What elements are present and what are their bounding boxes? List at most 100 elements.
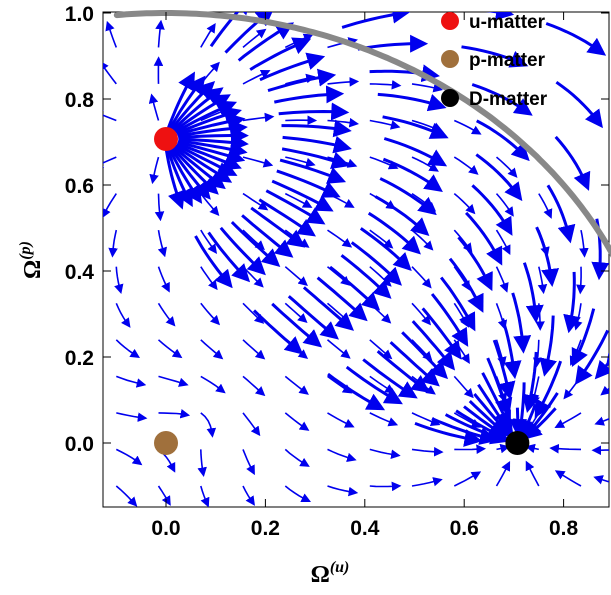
stream-line — [411, 446, 444, 457]
stream-line — [148, 93, 160, 121]
y-tick-label: 0.8 — [65, 89, 95, 112]
stream-line — [369, 448, 401, 459]
stream-line — [369, 229, 394, 249]
stream-line — [327, 77, 360, 87]
stream-line — [362, 358, 418, 399]
x-tick-label: 0.6 — [450, 517, 479, 540]
stream-line — [103, 156, 117, 168]
stream-line — [242, 156, 274, 168]
stream-line — [200, 107, 230, 122]
stream-line — [168, 75, 206, 130]
stream-line — [242, 449, 255, 476]
stream-line — [284, 339, 309, 360]
stream-line — [200, 412, 217, 438]
stream-line — [284, 448, 310, 467]
x-tick-label: 0.2 — [251, 517, 280, 540]
stream-line — [250, 206, 306, 248]
stream-line — [302, 286, 354, 331]
y-tick-labels: 0.0 0.2 0.4 0.6 0.8 1.0 — [65, 3, 95, 456]
stream-line — [242, 112, 275, 123]
stream-line — [431, 417, 498, 445]
stream-line — [219, 226, 266, 276]
stream-line — [279, 158, 347, 184]
stream-line — [534, 360, 563, 419]
stream-line — [471, 184, 513, 236]
stream-line — [563, 271, 581, 334]
stream-line — [284, 485, 312, 503]
stream-line — [465, 211, 503, 266]
fixed-point-p-matter — [154, 431, 178, 455]
stream-line — [327, 412, 355, 428]
y-tick-label: 0.4 — [65, 261, 95, 284]
stream-line — [495, 339, 507, 367]
stream-line — [475, 153, 523, 202]
stream-line — [495, 412, 513, 437]
stream-line — [530, 376, 540, 404]
stream-line — [258, 198, 316, 237]
stream-line — [411, 156, 439, 172]
stream-line — [532, 339, 543, 368]
stream-line — [115, 485, 138, 507]
y-axis-label-base: Ω — [20, 260, 46, 279]
stream-line — [242, 412, 261, 437]
stream-line — [242, 485, 255, 506]
plot-frame — [102, 11, 610, 508]
stream-line — [327, 117, 360, 128]
stream-line — [287, 295, 339, 340]
stream-line — [593, 475, 609, 485]
stream-line — [105, 20, 118, 48]
stream-line — [495, 156, 518, 178]
legend: u-matter p-matter D-matter — [441, 12, 548, 110]
stream-line — [525, 460, 540, 487]
stream-line — [200, 61, 220, 85]
stream-line — [401, 331, 449, 380]
stream-line — [327, 192, 355, 208]
stream-line — [237, 22, 295, 62]
stream-line — [115, 448, 143, 466]
stream-line — [411, 375, 436, 395]
stream-line — [367, 211, 421, 255]
stream-line — [284, 302, 308, 323]
stream-line — [512, 382, 531, 438]
stream-line — [563, 375, 582, 400]
stream-line — [200, 339, 224, 360]
legend-entry-p-matter: p-matter — [441, 50, 546, 71]
stream-line — [267, 68, 337, 93]
stream-line — [200, 193, 220, 217]
y-tick-label: 0.6 — [65, 175, 94, 198]
stream-line — [271, 302, 323, 348]
stream-line — [376, 350, 430, 393]
stream-line — [327, 266, 351, 286]
stream-line — [554, 470, 582, 487]
stream-line — [453, 302, 470, 328]
stream-line — [522, 351, 540, 414]
stream-line — [249, 37, 312, 71]
stream-line — [411, 229, 434, 251]
stream-line — [377, 92, 447, 112]
stream-line — [197, 449, 207, 477]
stream-line — [523, 407, 557, 440]
stream-line — [284, 229, 310, 248]
legend-entry-u-matter: u-matter — [441, 12, 546, 33]
stream-line — [523, 412, 540, 437]
stream-line — [326, 302, 351, 323]
stream-line — [545, 22, 607, 56]
stream-line — [326, 339, 351, 359]
stream-line — [242, 192, 269, 211]
stream-line — [591, 445, 609, 456]
stream-line — [555, 80, 603, 129]
stream-lines — [103, 12, 609, 507]
x-tick-label: 0.4 — [350, 517, 380, 540]
stream-line — [284, 192, 313, 208]
y-tick-label: 0.0 — [65, 433, 94, 456]
stream-line — [200, 266, 218, 291]
stream-line — [200, 302, 221, 326]
stream-line — [242, 375, 266, 397]
stream-line — [453, 471, 482, 487]
stream-line — [242, 302, 265, 324]
legend-marker-u-matter — [441, 12, 459, 30]
stream-line — [345, 365, 403, 405]
stream-line — [522, 262, 544, 324]
stream-line — [576, 266, 586, 295]
stream-line — [108, 229, 118, 258]
